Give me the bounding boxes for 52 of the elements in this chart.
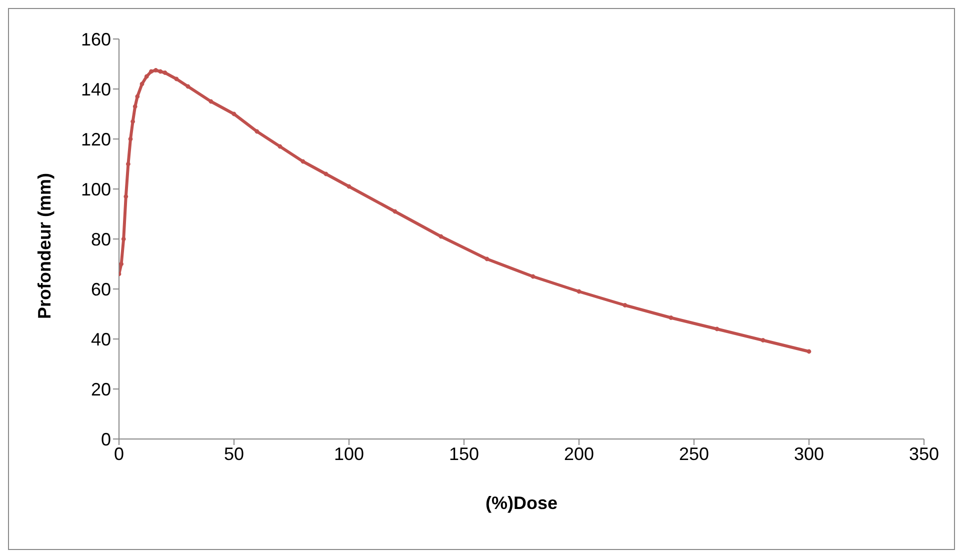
y-tick-label: 100 <box>80 179 111 200</box>
point <box>714 326 720 332</box>
point <box>760 338 766 342</box>
point <box>149 69 154 74</box>
point <box>346 184 352 189</box>
point <box>324 172 328 176</box>
x-axis-title: (%)Dose <box>485 493 558 513</box>
point <box>208 99 214 104</box>
x-tick-label: 250 <box>678 444 710 464</box>
x-tick-label: 100 <box>334 444 364 464</box>
x-tick-label: 150 <box>448 444 480 464</box>
point <box>132 104 138 109</box>
y-tick-label: 80 <box>90 229 111 250</box>
point <box>126 162 130 166</box>
point <box>300 159 306 164</box>
point <box>576 289 582 294</box>
point <box>254 129 260 134</box>
y-tick-label: 120 <box>80 129 111 150</box>
point <box>162 70 168 75</box>
point <box>158 69 163 74</box>
point <box>121 236 126 242</box>
y-tick-label: 60 <box>90 279 111 300</box>
point <box>124 194 128 199</box>
x-tick-label: 0 <box>114 444 124 464</box>
y-axis-title: Profondeur (mm) <box>34 173 54 319</box>
point <box>232 112 236 116</box>
point <box>130 119 135 124</box>
point <box>186 84 190 89</box>
point <box>144 74 149 79</box>
point <box>438 234 444 239</box>
point <box>622 303 628 308</box>
point <box>128 136 133 142</box>
point <box>392 209 398 214</box>
point <box>154 68 158 72</box>
point <box>135 94 140 99</box>
x-tick-label: 300 <box>794 444 824 464</box>
y-tick-label: 40 <box>90 329 111 350</box>
point <box>484 256 490 262</box>
point <box>174 76 179 82</box>
x-tick-label: 50 <box>224 444 244 464</box>
y-tick-label: 160 <box>80 29 111 50</box>
y-tick-label: 0 <box>100 429 111 450</box>
x-tick-label: 200 <box>564 444 594 464</box>
point <box>530 274 536 279</box>
point <box>806 349 812 354</box>
point <box>119 262 124 266</box>
y-tick-label: 140 <box>80 79 111 100</box>
y-tick-label: 20 <box>90 379 111 400</box>
point <box>140 82 144 86</box>
point <box>278 144 282 149</box>
x-tick-label: 350 <box>908 444 940 464</box>
point <box>668 316 674 320</box>
